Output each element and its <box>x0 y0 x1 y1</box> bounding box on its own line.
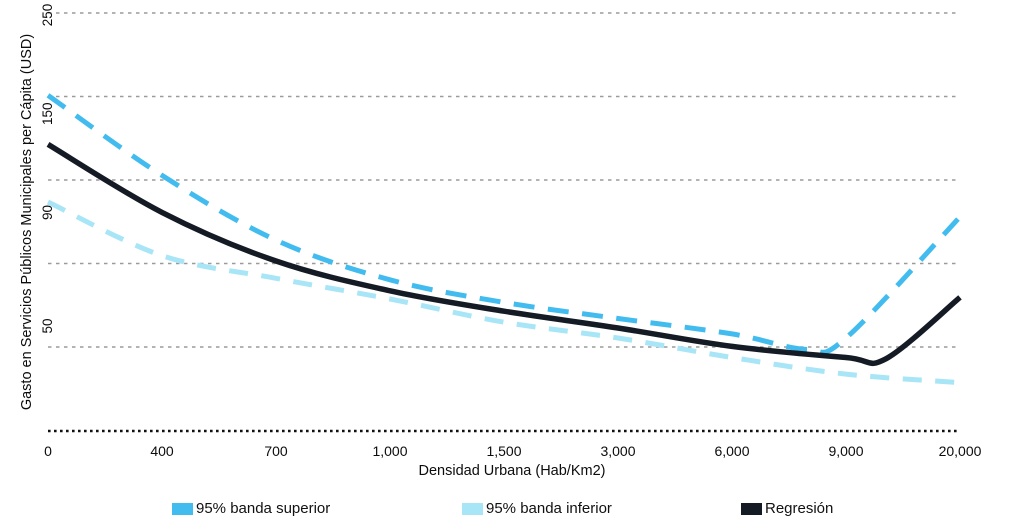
legend-swatch-banda-inferior <box>462 503 483 515</box>
x-tick-label: 400 <box>150 443 174 459</box>
x-tick-label: 9,000 <box>828 443 863 459</box>
legend-item-banda-inferior: 95% banda inferior <box>462 501 612 517</box>
x-tick-label: 3,000 <box>600 443 635 459</box>
chart-canvas: 250 150 90 50 0 400 700 1,000 1,500 3,000 6,000 9,0… <box>19 4 982 479</box>
x-tick-label: 20,000 <box>939 443 982 459</box>
chart-legend: 95% banda superior 95% banda inferior Re… <box>0 501 1024 525</box>
x-tick-label: 1,000 <box>372 443 407 459</box>
legend-swatch-banda-superior <box>172 503 193 515</box>
x-tick-label: 6,000 <box>714 443 749 459</box>
x-tick-label: 1,500 <box>486 443 521 459</box>
x-axis-title: Densidad Urbana (Hab/Km2) <box>419 463 606 479</box>
legend-item-banda-superior: 95% banda superior <box>172 501 330 517</box>
legend-label-banda-inferior: 95% banda inferior <box>486 500 612 517</box>
x-tick-label: 0 <box>44 443 52 459</box>
x-tick-label: 700 <box>264 443 288 459</box>
legend-swatch-regresion <box>741 503 762 515</box>
legend-item-regresion: Regresión <box>741 501 833 517</box>
y-tick-label: 90 <box>40 205 55 220</box>
legend-label-regresion: Regresión <box>765 500 834 517</box>
series-line-regresion <box>46 142 962 367</box>
y-tick-label: 250 <box>40 4 55 27</box>
y-axis-title: Gasto en Servicios Públicos Municipales … <box>19 34 35 410</box>
legend-label-banda-superior: 95% banda superior <box>196 500 331 517</box>
series-line-banda-inferior <box>46 199 961 386</box>
series-line-banda-superior <box>46 93 962 355</box>
y-tick-label: 50 <box>40 319 55 334</box>
y-tick-label: 150 <box>40 102 55 125</box>
